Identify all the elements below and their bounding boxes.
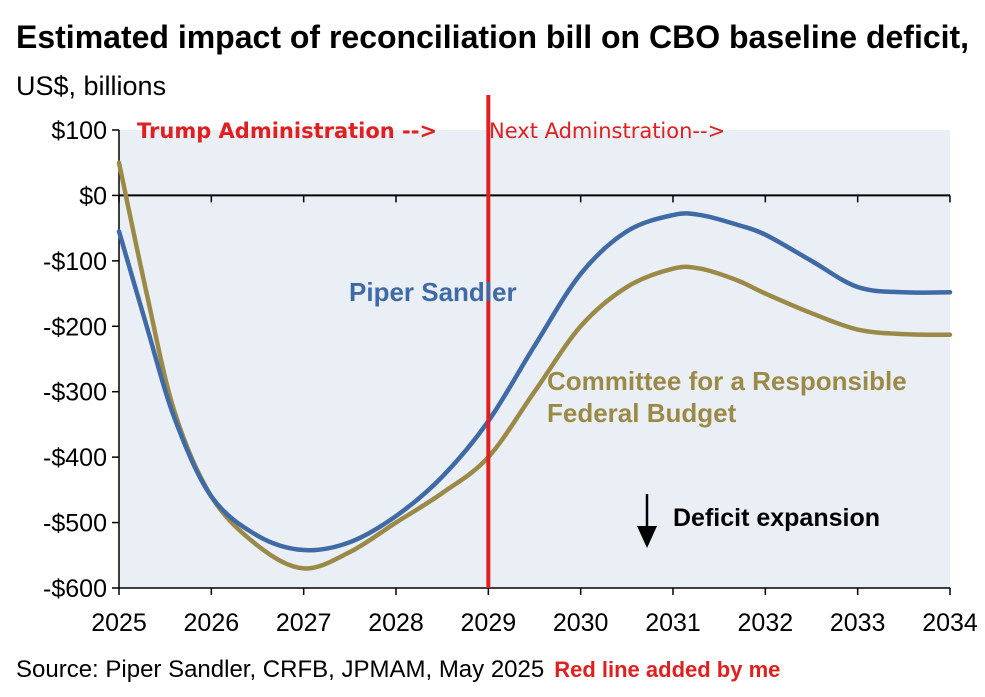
source-line: Source: Piper Sandler, CRFB, JPMAM, May … [16,656,780,684]
x-tick-label: 2030 [553,609,609,637]
crfb-label: Committee for a Responsible Federal Budge… [547,366,907,428]
deficit-expansion-label: Deficit expansion [673,504,880,532]
chart-title-main: Estimated impact of reconciliation bill … [16,19,970,55]
deficit-expansion-annotation: Deficit expansion [637,494,880,548]
y-tick-label: -$300 [43,379,107,407]
y-tick-label: $0 [79,182,107,210]
x-tick-label: 2031 [645,609,701,637]
piper-sandler-label: Piper Sandler [349,277,517,307]
source-text: Source: Piper Sandler, CRFB, JPMAM, May … [16,656,545,683]
source-note: Red line added by me [554,657,781,682]
chart-title-unit: US$, billions [16,71,167,101]
x-tick-label: 2026 [184,609,240,637]
y-tick-label: $100 [51,117,107,145]
x-tick-label: 2025 [91,609,147,637]
x-tick-label: 2029 [461,609,517,637]
plot-background [119,130,950,588]
y-tick-label: -$500 [43,510,107,538]
chart-title: Estimated impact of reconciliation bill … [16,16,976,112]
down-arrow-icon [637,526,657,548]
y-tick-label: -$100 [43,248,107,276]
trump-administration-label: Trump Administration --> [137,119,437,143]
x-tick-label: 2032 [738,609,794,637]
piper-sandler-series-line [116,211,953,553]
y-tick-label: -$200 [43,313,107,341]
x-tick-label: 2033 [830,609,886,637]
y-tick-label: -$400 [43,444,107,472]
y-tick-label: -$600 [43,575,107,603]
x-tick-label: 2027 [276,609,332,637]
x-tick-label: 2028 [368,609,424,637]
next-administration-label: Next Adminstration--> [489,119,725,143]
x-tick-label: 2034 [922,609,978,637]
